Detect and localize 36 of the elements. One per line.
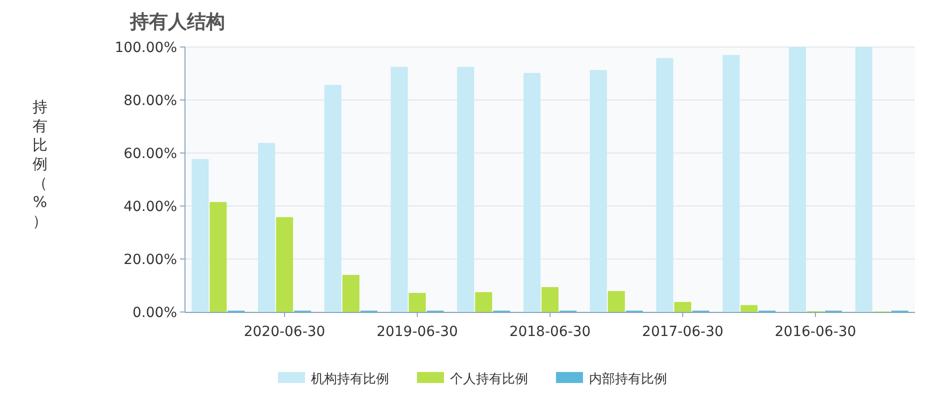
y-tick-label: 60.00% [124, 146, 177, 162]
bar [276, 217, 294, 312]
chart-title: 持有人结构 [129, 11, 225, 33]
bar [590, 70, 607, 312]
bar [740, 305, 758, 312]
x-tick-label: 2016-06-30 [774, 324, 856, 340]
bar [542, 287, 558, 312]
x-tick-label: 2017-06-30 [642, 324, 724, 340]
bar [258, 142, 276, 312]
y-tick-label: 100.00% [114, 40, 177, 56]
y-axis-title: 持有比例（%） [32, 98, 48, 230]
bar [608, 291, 625, 312]
bar [210, 202, 227, 312]
y-tick-label: 0.00% [132, 305, 177, 321]
y-tick-label: 20.00% [124, 252, 177, 268]
x-tick-label: 2020-06-30 [244, 324, 326, 340]
bar [324, 84, 342, 312]
bar [390, 66, 408, 312]
bar [475, 292, 492, 312]
bar [342, 274, 360, 312]
legend-label: 机构持有比例 [311, 372, 389, 387]
y-tick-label: 80.00% [124, 93, 177, 109]
bar [722, 54, 740, 312]
bar [408, 292, 426, 312]
legend-label: 内部持有比例 [589, 372, 667, 387]
bar [524, 72, 540, 312]
bar [788, 47, 806, 312]
bar [855, 47, 872, 312]
bar [192, 159, 209, 312]
bar [457, 66, 474, 312]
bar [656, 58, 674, 312]
legend-label: 个人持有比例 [450, 372, 528, 387]
y-tick-label: 40.00% [124, 199, 177, 215]
bar [674, 302, 692, 312]
x-tick-label: 2018-06-30 [509, 324, 591, 340]
x-tick-label: 2019-06-30 [376, 324, 458, 340]
